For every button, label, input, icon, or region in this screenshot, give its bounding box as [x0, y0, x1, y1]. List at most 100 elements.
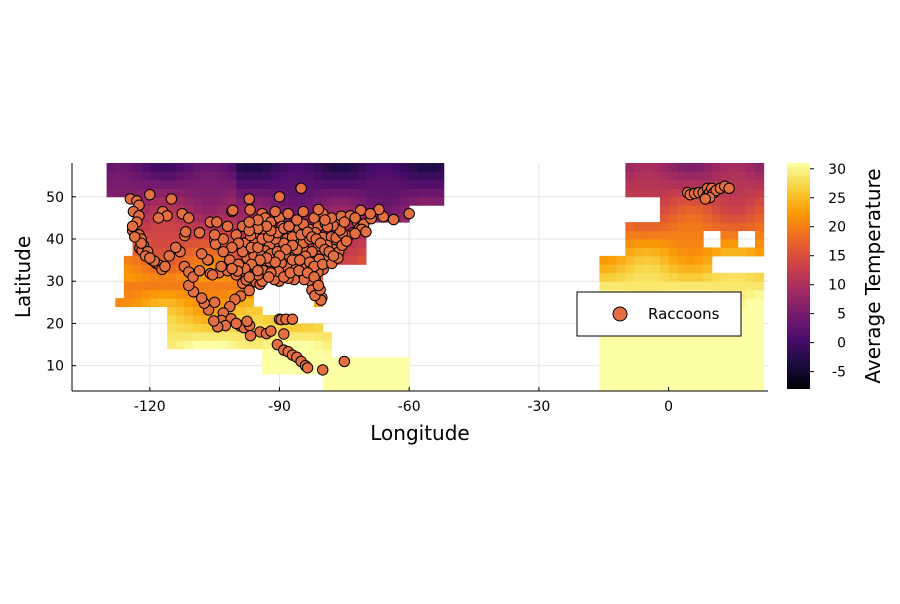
raccoon-point [360, 226, 372, 238]
raccoon-point [286, 313, 299, 325]
raster-cell [755, 247, 765, 257]
raster-cell [685, 179, 696, 189]
raster-cell [322, 171, 332, 181]
raster-cell [383, 163, 393, 172]
raster-cell [132, 171, 142, 181]
raster-cell [755, 348, 765, 358]
raster-cell [331, 171, 341, 181]
raster-cell [651, 348, 661, 358]
raccoon-point [193, 264, 206, 277]
raccoon-point [312, 279, 325, 292]
raster-cell [642, 264, 652, 274]
raster-cell [746, 247, 756, 257]
raster-cell [365, 365, 376, 375]
raster-cell [737, 188, 747, 198]
raster-cell [608, 264, 618, 274]
raster-cell [694, 374, 704, 384]
raster-cell [703, 281, 713, 291]
raster-cell [755, 179, 765, 189]
raster-cell [149, 196, 159, 206]
raster-cell [677, 205, 687, 215]
raster-cell [123, 255, 134, 265]
raster-cell [262, 188, 272, 198]
raster-cell [365, 374, 376, 384]
raster-cell [633, 357, 644, 367]
raster-cell [201, 171, 211, 181]
raster-cell [357, 365, 367, 375]
raster-cell [218, 281, 229, 291]
raster-cell [193, 323, 203, 333]
raster-cell [262, 365, 272, 375]
raster-cell [331, 163, 341, 172]
raster-cell [383, 205, 393, 215]
raster-cell [668, 222, 678, 232]
colorbar-tick-label: 25 [828, 191, 846, 207]
legend-marker [612, 306, 628, 322]
raster-cell [167, 281, 177, 291]
raster-cell [279, 179, 289, 189]
raster-cell [253, 163, 263, 172]
raster-cell [348, 179, 358, 189]
raster-cell [348, 188, 358, 198]
colorbar-tick-label: 10 [828, 278, 846, 294]
raccoon-point [152, 212, 165, 224]
raccoon-point [217, 245, 230, 258]
raster-cell [616, 281, 626, 291]
raster-cell [236, 298, 246, 308]
raster-cell [210, 281, 220, 291]
raster-cell [685, 255, 696, 265]
raster-cell [677, 213, 687, 223]
raster-cell [720, 213, 730, 223]
raster-cell [616, 357, 626, 367]
raster-cell [115, 298, 125, 308]
raster-cell [633, 374, 644, 384]
raster-cell [677, 374, 687, 384]
raster-cell [651, 230, 661, 240]
raccoon-point [227, 204, 239, 216]
raster-cell [729, 163, 739, 172]
raster-cell [218, 340, 229, 350]
raster-cell [270, 163, 281, 172]
raster-cell [158, 179, 168, 189]
raster-cell [755, 298, 765, 308]
raster-cell [106, 179, 116, 189]
raccoon-point [312, 203, 325, 216]
raster-cell [279, 323, 289, 333]
raster-cell [365, 188, 376, 198]
raster-cell [668, 340, 678, 350]
raster-cell [668, 239, 678, 248]
raster-cell [296, 365, 306, 375]
raster-cell [383, 188, 393, 198]
raster-cell [391, 205, 402, 215]
raster-cell [737, 348, 747, 358]
raster-cell [244, 340, 255, 350]
raster-cell [175, 196, 185, 206]
raster-cell [201, 340, 211, 350]
raster-cell [296, 323, 306, 333]
raster-cell [340, 382, 350, 391]
raster-cell [703, 205, 713, 215]
raster-cell [132, 188, 142, 198]
raster-cell [201, 205, 211, 215]
raster-cell [227, 340, 237, 350]
raster-cell [193, 239, 203, 248]
raster-cell [193, 188, 203, 198]
y-tick-label: 10 [46, 359, 64, 375]
raster-cell [720, 281, 730, 291]
raster-cell [236, 306, 246, 316]
raster-cell [685, 357, 696, 367]
raster-cell [677, 171, 687, 181]
raster-cell [236, 188, 246, 198]
raster-cell [253, 188, 263, 198]
raster-cell [400, 196, 410, 206]
raster-cell [288, 205, 298, 215]
raster-cell [746, 205, 756, 215]
raster-cell [175, 323, 185, 333]
raster-cell [642, 357, 652, 367]
raster-cell [175, 298, 185, 308]
raster-cell [314, 247, 324, 257]
raccoon-point [294, 254, 306, 266]
raster-cell [296, 331, 306, 341]
raster-cell [391, 357, 402, 367]
raster-cell [210, 196, 220, 206]
